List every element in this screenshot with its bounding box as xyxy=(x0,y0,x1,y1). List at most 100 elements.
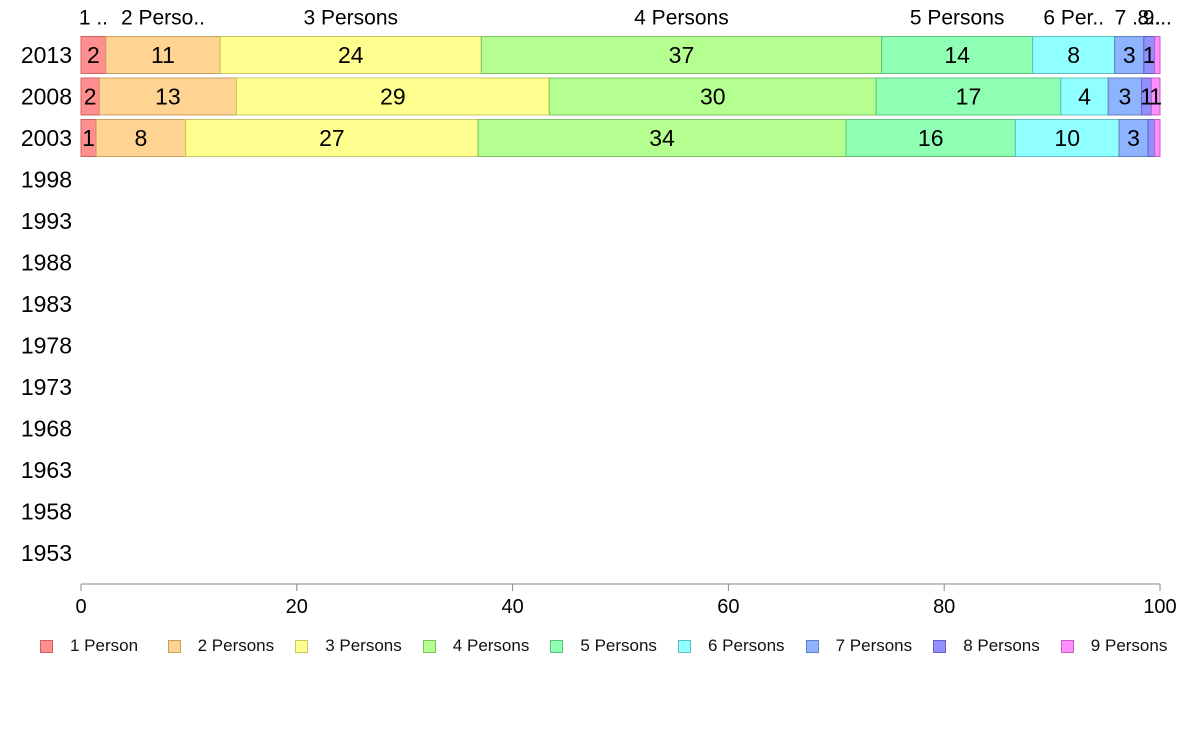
x-tick-label: 20 xyxy=(286,596,308,618)
bar-segment xyxy=(185,119,479,157)
bar-segment xyxy=(477,119,847,157)
data-label: 29 xyxy=(380,84,406,110)
y-axis-labels: 2013 2008 2003 1998 1993 1988 1983 1978 1973 1968… xyxy=(21,42,72,566)
bar-segment xyxy=(235,77,550,116)
data-label: 10 xyxy=(1054,125,1080,151)
legend: 1 Person 2 Persons 3 Persons 4 Persons 5 Per… xyxy=(0,636,1188,660)
bar-segment xyxy=(875,77,1062,116)
legend-item: 5 Persons xyxy=(550,636,657,656)
series-top-label: 8.. xyxy=(1138,7,1161,30)
legend-item: 4 Persons xyxy=(422,636,530,656)
legend-label: 5 Persons xyxy=(580,636,657,655)
legend-item: 1 Person xyxy=(40,636,138,656)
series-top-label: 6 Per.. xyxy=(1043,7,1104,30)
bar-segment xyxy=(219,36,482,74)
bar-segment xyxy=(1147,119,1156,157)
bar-segment xyxy=(881,36,1034,74)
bar-segment xyxy=(1118,119,1149,157)
series-top-label: 2 Perso.. xyxy=(121,7,205,30)
data-label: 1 xyxy=(1140,84,1153,110)
legend-swatch xyxy=(933,639,947,653)
data-label: 11 xyxy=(151,42,175,68)
data-label: 3 xyxy=(1119,84,1132,110)
y-tick-label: 1988 xyxy=(21,250,72,276)
series-top-label: 4 Persons xyxy=(634,7,729,30)
x-tick-label: 100 xyxy=(1143,596,1176,618)
data-label: 24 xyxy=(338,42,364,68)
legend-item: 9 Persons xyxy=(1060,636,1168,656)
bar-segment xyxy=(1150,77,1161,116)
series-top-label: 5 Persons xyxy=(910,7,1005,30)
legend-item: 2 Persons xyxy=(167,636,275,656)
data-label: 2 xyxy=(87,42,100,68)
data-label: 1 xyxy=(1143,42,1156,68)
data-label: 1 xyxy=(1149,84,1162,110)
legend-swatch xyxy=(550,639,564,653)
y-tick-label: 1953 xyxy=(21,540,72,566)
legend-label: 3 Persons xyxy=(325,636,402,655)
legend-label: 4 Persons xyxy=(452,636,530,655)
x-tick-label: 60 xyxy=(717,596,739,618)
series-top-labels: 1 .. 2 Perso.. 3 Persons 4 Persons 5 Persons… xyxy=(79,7,1172,30)
bar-segment xyxy=(80,36,107,74)
y-tick-label: 1958 xyxy=(21,499,72,525)
data-label: 37 xyxy=(669,42,695,68)
bar-segment xyxy=(1014,119,1120,157)
legend-swatch xyxy=(295,639,309,653)
legend-label: 7 Persons xyxy=(835,636,913,655)
bar-segment xyxy=(98,77,237,116)
data-label: 1 xyxy=(82,125,95,151)
data-label: 17 xyxy=(956,84,982,110)
bar-segment xyxy=(1060,77,1109,116)
y-tick-label: 2008 xyxy=(21,84,72,110)
legend-label: 9 Persons xyxy=(1090,636,1168,655)
x-tick-label: 0 xyxy=(75,596,86,618)
y-tick-label: 1978 xyxy=(21,333,72,359)
x-tick-label: 80 xyxy=(933,596,955,618)
y-tick-label: 1973 xyxy=(21,374,72,400)
data-label: 30 xyxy=(700,84,726,110)
y-tick-label: 1993 xyxy=(21,208,72,234)
bar-segment xyxy=(845,119,1016,157)
bar-segment xyxy=(1032,36,1116,74)
series-top-label: 9... xyxy=(1143,7,1172,30)
data-label: 27 xyxy=(319,125,345,151)
y-tick-label: 1963 xyxy=(21,457,72,483)
legend-swatch xyxy=(422,639,436,653)
legend-label: 6 Persons xyxy=(708,636,785,655)
legend-label: 2 Persons xyxy=(197,636,275,655)
bar-segment xyxy=(480,36,883,74)
y-tick-label: 1968 xyxy=(21,416,72,442)
data-label: 2 xyxy=(84,84,97,110)
legend-item: 3 Persons xyxy=(295,636,402,656)
data-label: 16 xyxy=(918,125,944,151)
data-label: 8 xyxy=(1067,42,1080,68)
legend-label: 1 Person xyxy=(70,636,139,655)
legend-item: 6 Persons xyxy=(678,636,785,656)
legend-swatch xyxy=(805,639,819,653)
data-label: 3 xyxy=(1127,125,1140,151)
x-tick-label: 40 xyxy=(501,596,523,618)
series-top-label: 3 Persons xyxy=(303,7,398,30)
bar-segment xyxy=(95,119,187,157)
legend-label: 8 Persons xyxy=(963,636,1040,655)
bar-segment xyxy=(1154,36,1161,74)
legend-swatch xyxy=(678,639,691,653)
data-label: 4 xyxy=(1078,84,1091,110)
x-axis: 0 20 40 60 80 100 xyxy=(75,583,1177,618)
bars: 2 11 24 37 14 8 3 12 13 29 30 17 4 3 111 8 27 34 16 10 3 xyxy=(80,36,1162,157)
y-tick-label: 2013 xyxy=(21,42,72,68)
bar-segment xyxy=(1107,77,1143,116)
bar-segment xyxy=(1114,36,1145,74)
legend-swatch xyxy=(40,639,53,653)
series-top-label: 7 .. xyxy=(1115,7,1144,30)
series-top-label: 1 .. xyxy=(79,7,108,30)
data-label: 3 xyxy=(1123,42,1136,68)
y-tick-label: 2003 xyxy=(21,125,72,151)
bar-segment xyxy=(1154,119,1161,157)
legend-swatch xyxy=(1060,639,1074,653)
y-tick-label: 1998 xyxy=(21,167,72,193)
legend-item: 8 Persons xyxy=(933,636,1040,656)
y-tick-label: 1983 xyxy=(21,291,72,317)
